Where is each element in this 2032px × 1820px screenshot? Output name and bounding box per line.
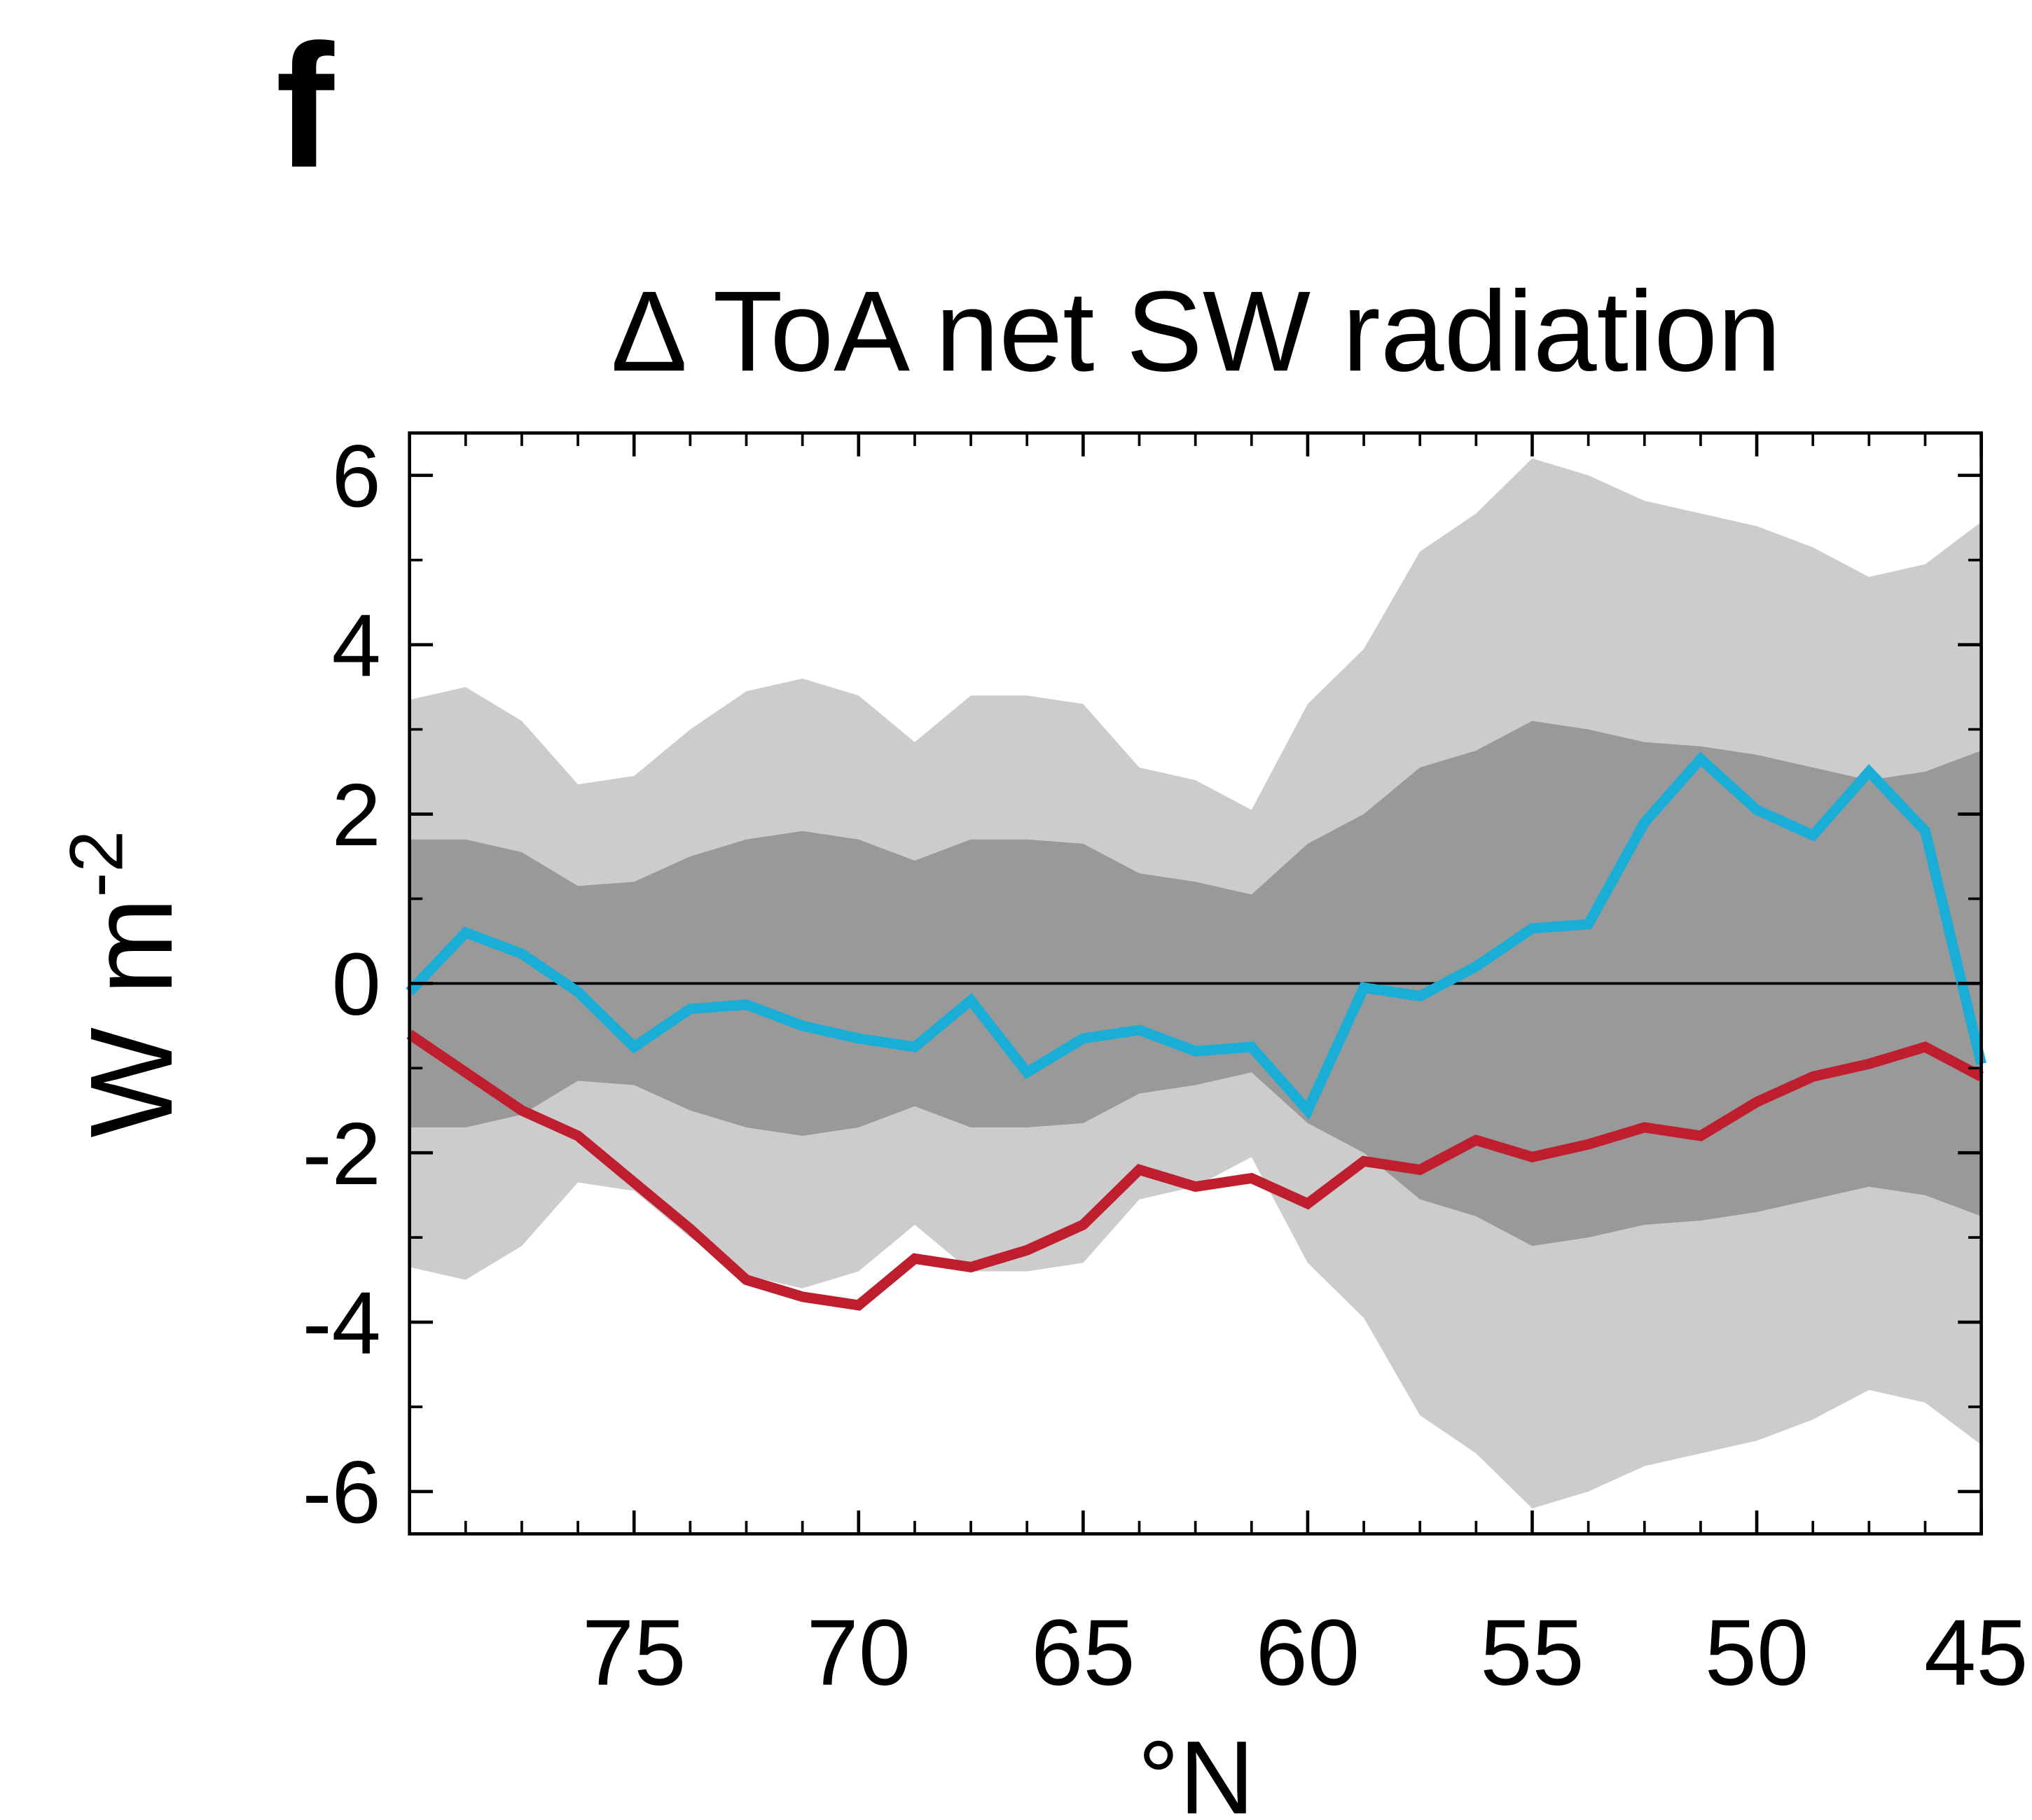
series-line bbox=[406, 1029, 1984, 1311]
y-tick-label: 4 bbox=[332, 596, 381, 695]
y-tick-label: -4 bbox=[303, 1274, 381, 1373]
x-tick-label: 70 bbox=[806, 1601, 911, 1705]
x-axis-label: °N bbox=[1138, 1720, 1255, 1820]
x-tick-label: 55 bbox=[1480, 1601, 1584, 1705]
series-line bbox=[406, 751, 1986, 1120]
y-tick-label: -2 bbox=[303, 1104, 381, 1203]
y-tick-label: 6 bbox=[332, 426, 381, 525]
y-axis-label-sup: -2 bbox=[54, 831, 138, 898]
chart-title: Δ ToA net SW radiation bbox=[611, 267, 1781, 395]
y-tick-label: 0 bbox=[332, 935, 381, 1034]
x-tick-label: 45 bbox=[1924, 1601, 2028, 1705]
y-tick-label: 2 bbox=[332, 765, 381, 864]
x-tick-label: 50 bbox=[1705, 1601, 1809, 1705]
x-tick-label: 75 bbox=[582, 1601, 686, 1705]
panel-label: f bbox=[275, 8, 334, 204]
x-tick-label: 65 bbox=[1031, 1601, 1135, 1705]
x-tick-label: 60 bbox=[1256, 1601, 1360, 1705]
y-axis-label: W m-2 bbox=[54, 831, 197, 1138]
y-tick-label: -6 bbox=[303, 1443, 381, 1541]
y-axis-label-text: W m bbox=[67, 898, 197, 1138]
